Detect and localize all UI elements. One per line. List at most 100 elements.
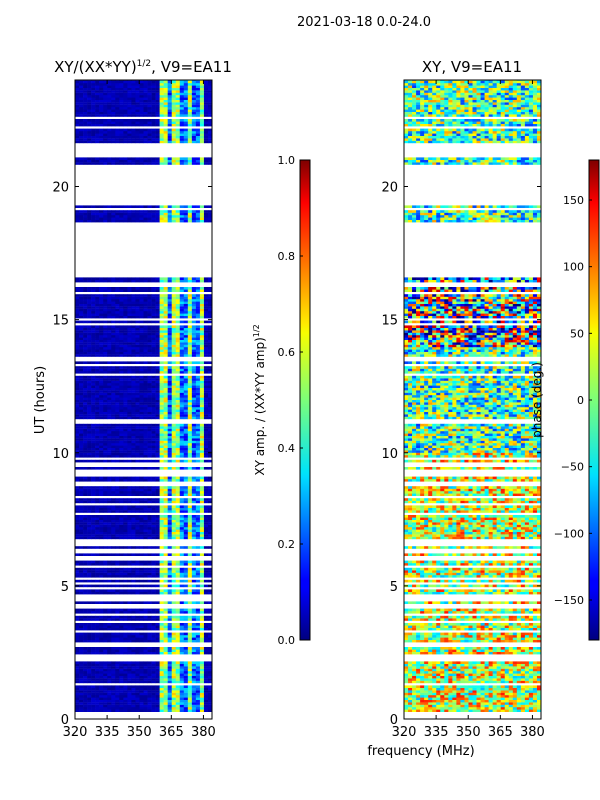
amplitude-heatmap-cell: [131, 651, 136, 655]
amplitude-heatmap-cell: [95, 347, 100, 350]
amplitude-heatmap-cell: [75, 575, 80, 578]
amplitude-heatmap-cell: [147, 467, 152, 470]
amplitude-heatmap-cell: [139, 414, 144, 417]
amplitude-heatmap-cell: [179, 217, 185, 220]
amplitude-heatmap-cell: [103, 608, 108, 612]
amplitude-heatmap-cell: [179, 673, 185, 676]
amplitude-heatmap-cell: [119, 517, 124, 520]
amplitude-heatmap-cell: [163, 279, 168, 283]
amplitude-heatmap-cell: [123, 301, 128, 304]
amplitude-heatmap-cell: [87, 524, 92, 528]
amplitude-heatmap-cell: [111, 450, 116, 453]
amplitude-heatmap-cell: [167, 327, 173, 331]
amplitude-heatmap-cell: [131, 210, 136, 213]
amplitude-heatmap-cell: [143, 500, 148, 504]
amplitude-heatmap-cell: [115, 707, 120, 710]
amplitude-heatmap-cell: [119, 615, 124, 619]
amplitude-heatmap-cell: [115, 347, 120, 350]
amplitude-heatmap-cell: [103, 479, 108, 482]
amplitude-heatmap-cell: [207, 411, 212, 415]
amplitude-heatmap-cell: [207, 306, 212, 309]
amplitude-heatmap-cell: [183, 385, 189, 388]
amplitude-heatmap-cell: [203, 529, 209, 532]
amplitude-heatmap-cell: [75, 426, 80, 429]
amplitude-heatmap-cell: [179, 349, 185, 352]
amplitude-heatmap-cell: [147, 680, 152, 684]
amplitude-heatmap-cell: [107, 632, 112, 636]
amplitude-heatmap-cell: [179, 315, 185, 319]
amplitude-heatmap-cell: [83, 467, 88, 470]
amplitude-heatmap-cell: [87, 409, 92, 412]
amplitude-heatmap-cell: [147, 608, 152, 612]
amplitude-heatmap-cell: [175, 306, 181, 309]
amplitude-heatmap-cell: [167, 407, 173, 410]
amplitude-heatmap-cell: [135, 416, 140, 420]
amplitude-heatmap-cell: [83, 534, 88, 537]
amplitude-heatmap-cell: [75, 335, 80, 338]
amplitude-heatmap-cell: [111, 584, 116, 588]
amplitude-heatmap-cell: [155, 380, 160, 384]
amplitude-heatmap-cell: [203, 423, 209, 427]
amplitude-heatmap-cell: [119, 635, 124, 638]
amplitude-heatmap-cell: [179, 591, 185, 595]
amplitude-heatmap-cell: [135, 342, 140, 345]
amplitude-heatmap-cell: [119, 515, 124, 518]
amplitude-heatmap-cell: [183, 522, 189, 525]
amplitude-heatmap-cell: [171, 575, 177, 578]
amplitude-heatmap-cell: [207, 668, 212, 672]
amplitude-heatmap-cell: [127, 591, 132, 595]
amplitude-heatmap-cell: [143, 527, 148, 530]
amplitude-heatmap-cell: [179, 299, 185, 302]
amplitude-heatmap-cell: [151, 661, 156, 664]
amplitude-heatmap-cell: [179, 615, 185, 619]
amplitude-heatmap-cell: [179, 397, 185, 400]
amplitude-heatmap-cell: [127, 695, 132, 698]
amplitude-heatmap-cell: [143, 455, 148, 458]
amplitude-heatmap-cell: [139, 423, 144, 427]
amplitude-heatmap-row: [75, 351, 212, 355]
amplitude-heatmap-cell: [91, 277, 96, 280]
amplitude-heatmap-row: [75, 368, 212, 372]
amplitude-heatmap-cell: [139, 433, 144, 436]
amplitude-heatmap-cell: [107, 378, 112, 381]
amplitude-heatmap-cell: [147, 385, 152, 388]
amplitude-heatmap-cell: [127, 572, 132, 576]
amplitude-heatmap-cell: [107, 279, 112, 283]
amplitude-heatmap-cell: [187, 366, 193, 369]
amplitude-heatmap-cell: [95, 308, 100, 312]
amplitude-heatmap-cell: [159, 313, 164, 316]
amplitude-heatmap-cell: [99, 327, 104, 331]
amplitude-heatmap-cell: [79, 217, 84, 220]
amplitude-heatmap-cell: [163, 476, 168, 480]
amplitude-heatmap-row: [75, 339, 212, 343]
amplitude-heatmap-cell: [123, 467, 128, 470]
amplitude-heatmap-cell: [111, 673, 116, 676]
amplitude-heatmap-cell: [87, 651, 92, 655]
amplitude-heatmap-cell: [131, 414, 136, 417]
amplitude-heatmap-cell: [199, 404, 205, 408]
amplitude-heatmap-cell: [79, 342, 84, 345]
amplitude-heatmap-cell: [179, 313, 185, 316]
amplitude-heatmap-cell: [163, 625, 168, 628]
amplitude-heatmap-cell: [203, 354, 209, 357]
amplitude-heatmap-row: [75, 380, 212, 384]
amplitude-heatmap-cell: [155, 368, 160, 372]
amplitude-heatmap-cell: [111, 639, 116, 643]
amplitude-heatmap-cell: [167, 707, 173, 710]
amplitude-heatmap-cell: [111, 570, 116, 573]
amplitude-heatmap-cell: [183, 351, 189, 355]
amplitude-heatmap-cell: [99, 695, 104, 698]
amplitude-heatmap-cell: [135, 699, 140, 703]
amplitude-heatmap-cell: [151, 647, 156, 650]
amplitude-heatmap-cell: [75, 517, 80, 520]
amplitude-heatmap-cell: [75, 479, 80, 482]
amplitude-heatmap-cell: [75, 383, 80, 386]
amplitude-heatmap-cell: [127, 491, 132, 494]
amplitude-heatmap-cell: [103, 335, 108, 338]
amplitude-heatmap-row: [75, 455, 212, 458]
amplitude-heatmap-cell: [163, 287, 168, 290]
amplitude-heatmap-cell: [75, 493, 80, 496]
amplitude-heatmap-cell: [135, 294, 140, 297]
amplitude-heatmap-cell: [91, 289, 96, 292]
amplitude-heatmap-cell: [111, 546, 116, 549]
